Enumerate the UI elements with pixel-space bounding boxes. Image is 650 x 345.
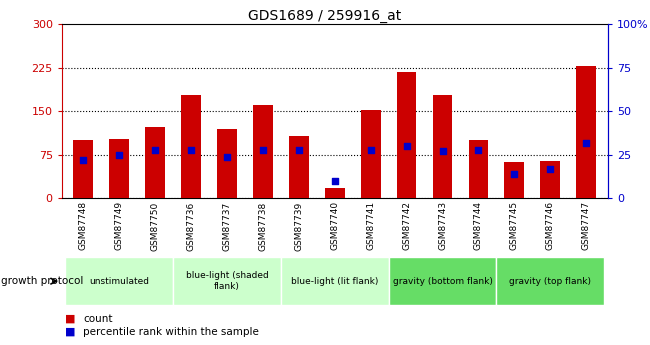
Text: GSM87740: GSM87740 xyxy=(330,201,339,250)
Text: percentile rank within the sample: percentile rank within the sample xyxy=(83,327,259,337)
Point xyxy=(509,171,519,177)
Point xyxy=(257,147,268,152)
Bar xyxy=(173,257,281,305)
Bar xyxy=(217,129,237,198)
Point xyxy=(581,140,592,145)
Bar xyxy=(281,257,389,305)
Text: GSM87736: GSM87736 xyxy=(187,201,196,250)
Point xyxy=(330,178,340,184)
Text: GSM87747: GSM87747 xyxy=(582,201,591,250)
Bar xyxy=(577,66,596,198)
Text: ■: ■ xyxy=(65,327,75,337)
Bar xyxy=(497,257,604,305)
Bar xyxy=(181,95,201,198)
Point xyxy=(78,157,88,163)
Bar xyxy=(73,140,93,198)
Text: unstimulated: unstimulated xyxy=(89,277,150,286)
Text: GSM87746: GSM87746 xyxy=(546,201,555,250)
Text: GDS1689 / 259916_at: GDS1689 / 259916_at xyxy=(248,9,402,23)
Text: GSM87742: GSM87742 xyxy=(402,201,411,250)
Text: gravity (bottom flank): gravity (bottom flank) xyxy=(393,277,493,286)
Text: GSM87741: GSM87741 xyxy=(366,201,375,250)
Text: blue-light (lit flank): blue-light (lit flank) xyxy=(291,277,378,286)
Bar xyxy=(433,95,452,198)
Point xyxy=(222,154,232,159)
Point xyxy=(294,147,304,152)
Point xyxy=(186,147,196,152)
Point xyxy=(365,147,376,152)
Point xyxy=(402,143,412,149)
Text: gravity (top flank): gravity (top flank) xyxy=(510,277,592,286)
Bar xyxy=(289,136,309,198)
Point xyxy=(473,147,484,152)
Text: growth protocol: growth protocol xyxy=(1,276,84,286)
Bar xyxy=(504,162,525,198)
Bar xyxy=(469,140,488,198)
Bar xyxy=(145,127,165,198)
Bar xyxy=(109,139,129,198)
Bar xyxy=(389,257,497,305)
Bar xyxy=(66,257,173,305)
Text: GSM87737: GSM87737 xyxy=(222,201,231,250)
Text: GSM87745: GSM87745 xyxy=(510,201,519,250)
Point xyxy=(114,152,124,158)
Bar xyxy=(361,110,380,198)
Text: ■: ■ xyxy=(65,314,75,324)
Text: GSM87738: GSM87738 xyxy=(259,201,267,250)
Text: GSM87739: GSM87739 xyxy=(294,201,304,250)
Bar xyxy=(253,106,273,198)
Text: GSM87749: GSM87749 xyxy=(114,201,124,250)
Text: count: count xyxy=(83,314,112,324)
Point xyxy=(545,166,556,171)
Text: GSM87748: GSM87748 xyxy=(79,201,88,250)
Text: GSM87750: GSM87750 xyxy=(151,201,160,250)
Text: GSM87744: GSM87744 xyxy=(474,201,483,250)
Text: GSM87743: GSM87743 xyxy=(438,201,447,250)
Bar xyxy=(396,72,417,198)
Point xyxy=(437,149,448,154)
Text: blue-light (shaded
flank): blue-light (shaded flank) xyxy=(186,272,268,291)
Point xyxy=(150,147,161,152)
Bar xyxy=(325,188,344,198)
Bar xyxy=(540,161,560,198)
